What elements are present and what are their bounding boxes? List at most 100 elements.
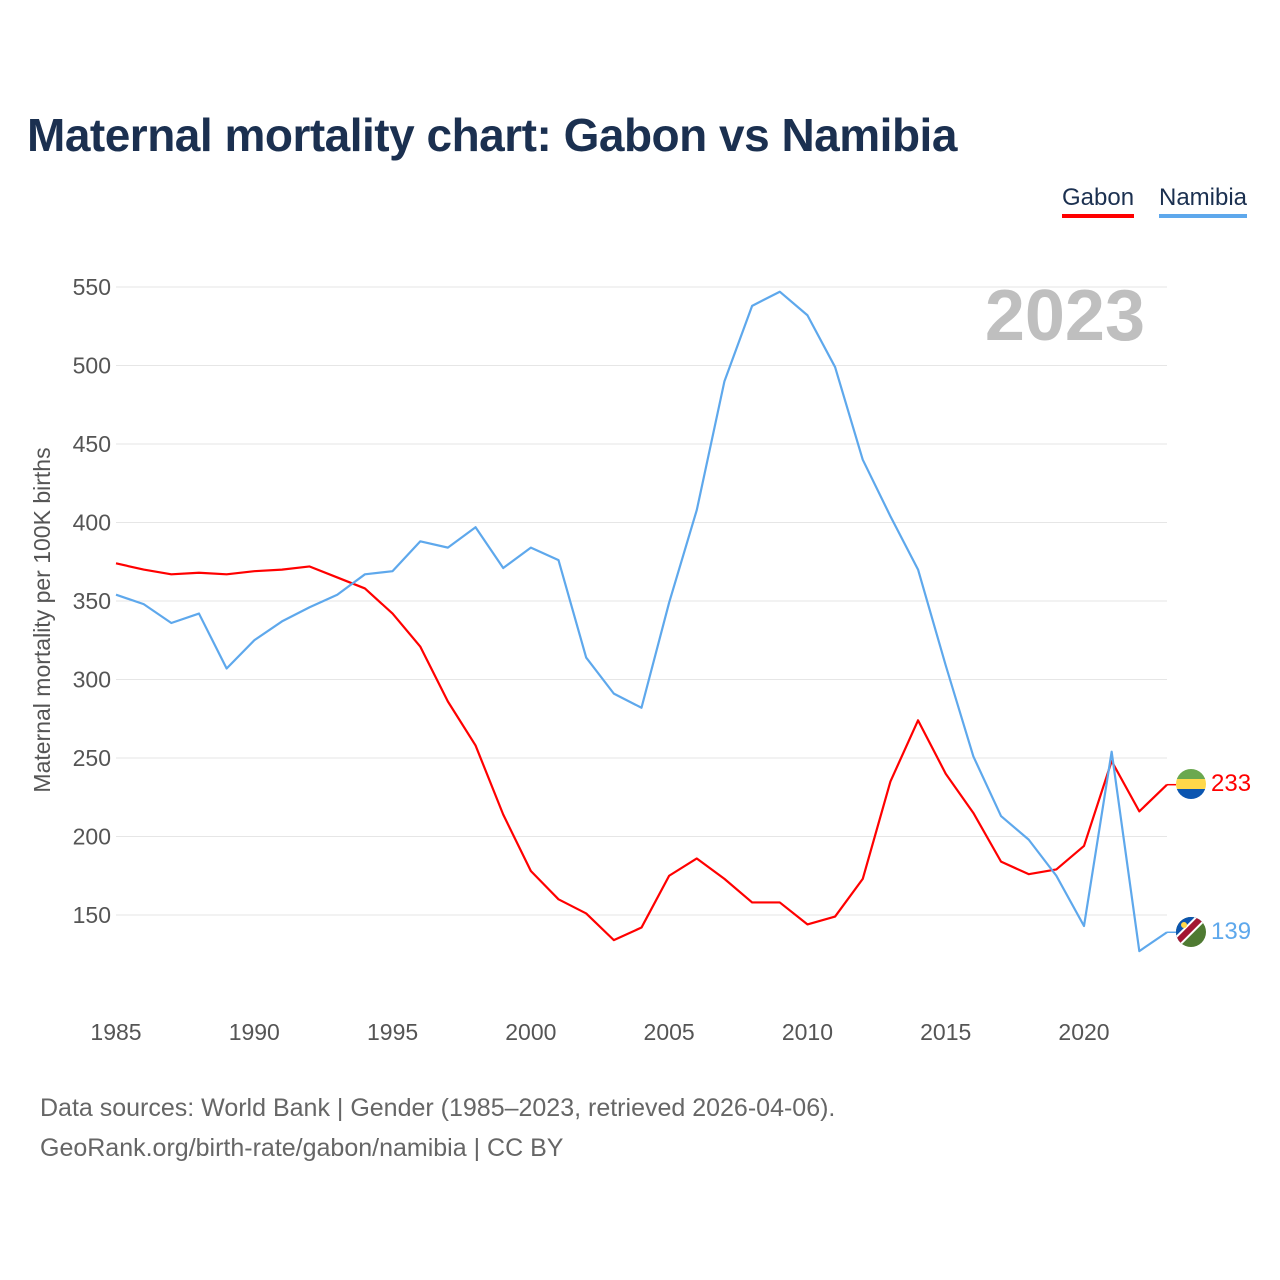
data-point-namibia[interactable] bbox=[998, 813, 1004, 819]
data-point-namibia[interactable] bbox=[196, 611, 202, 617]
data-point-namibia[interactable] bbox=[1053, 873, 1059, 879]
data-point-namibia[interactable] bbox=[141, 601, 147, 607]
data-point-gabon[interactable] bbox=[666, 873, 672, 879]
data-point-gabon[interactable] bbox=[1136, 808, 1142, 814]
data-point-namibia[interactable] bbox=[666, 600, 672, 606]
data-point-gabon[interactable] bbox=[860, 876, 866, 882]
data-point-gabon[interactable] bbox=[445, 698, 451, 704]
data-point-namibia[interactable] bbox=[390, 568, 396, 574]
data-point-namibia[interactable] bbox=[777, 289, 783, 295]
data-point-namibia[interactable] bbox=[362, 571, 368, 577]
data-point-namibia[interactable] bbox=[749, 303, 755, 309]
y-axis-label: Maternal mortality per 100K births bbox=[29, 447, 55, 792]
x-tick-label: 2010 bbox=[782, 1019, 833, 1045]
data-point-namibia[interactable] bbox=[279, 618, 285, 624]
footer: Data sources: World Bank | Gender (1985–… bbox=[40, 1088, 835, 1168]
data-point-gabon[interactable] bbox=[749, 899, 755, 905]
data-point-namibia[interactable] bbox=[694, 507, 700, 513]
data-point-gabon[interactable] bbox=[556, 896, 562, 902]
x-tick-label: 1990 bbox=[229, 1019, 280, 1045]
data-point-namibia[interactable] bbox=[1109, 749, 1115, 755]
gabon-end-value: 233 bbox=[1211, 770, 1251, 797]
data-point-gabon[interactable] bbox=[694, 855, 700, 861]
data-point-namibia[interactable] bbox=[611, 691, 617, 697]
y-tick-label: 200 bbox=[73, 824, 111, 850]
data-point-namibia[interactable] bbox=[251, 637, 257, 643]
data-point-namibia[interactable] bbox=[943, 662, 949, 668]
data-point-gabon[interactable] bbox=[1164, 782, 1170, 788]
data-point-gabon[interactable] bbox=[528, 868, 534, 874]
data-point-namibia[interactable] bbox=[832, 364, 838, 370]
data-point-namibia[interactable] bbox=[638, 705, 644, 711]
data-point-gabon[interactable] bbox=[970, 810, 976, 816]
series-line-namibia[interactable] bbox=[115, 290, 1168, 953]
data-point-namibia[interactable] bbox=[915, 567, 921, 573]
data-point-namibia[interactable] bbox=[168, 620, 174, 626]
data-point-namibia[interactable] bbox=[887, 513, 893, 519]
x-tick-label: 2020 bbox=[1058, 1019, 1109, 1045]
legend-gabon[interactable]: Gabon bbox=[1062, 184, 1135, 218]
data-point-namibia[interactable] bbox=[556, 557, 562, 563]
y-tick-label: 250 bbox=[73, 745, 111, 771]
data-point-gabon[interactable] bbox=[113, 560, 119, 566]
data-point-gabon[interactable] bbox=[196, 570, 202, 576]
data-point-namibia[interactable] bbox=[1026, 837, 1032, 843]
data-point-namibia[interactable] bbox=[500, 565, 506, 571]
series-line-gabon[interactable] bbox=[115, 562, 1168, 942]
data-point-namibia[interactable] bbox=[113, 592, 119, 598]
data-point-gabon[interactable] bbox=[1026, 871, 1032, 877]
data-point-gabon[interactable] bbox=[307, 563, 313, 569]
data-point-namibia[interactable] bbox=[721, 378, 727, 384]
source-note: Data sources: World Bank | Gender (1985–… bbox=[40, 1094, 836, 1122]
data-point-namibia[interactable] bbox=[804, 312, 810, 318]
data-point-gabon[interactable] bbox=[915, 717, 921, 723]
data-point-gabon[interactable] bbox=[334, 574, 340, 580]
x-tick-label: 2000 bbox=[505, 1019, 556, 1045]
data-point-gabon[interactable] bbox=[500, 812, 506, 818]
data-point-namibia[interactable] bbox=[860, 457, 866, 463]
data-point-gabon[interactable] bbox=[721, 876, 727, 882]
data-point-namibia[interactable] bbox=[224, 666, 230, 672]
data-point-gabon[interactable] bbox=[638, 925, 644, 931]
legend-namibia[interactable]: Namibia bbox=[1159, 184, 1248, 218]
chart-title: Maternal mortality chart: Gabon vs Namib… bbox=[27, 109, 957, 161]
data-point-namibia[interactable] bbox=[1136, 948, 1142, 954]
year-watermark: 2023 bbox=[985, 276, 1145, 356]
data-point-gabon[interactable] bbox=[804, 921, 810, 927]
data-point-namibia[interactable] bbox=[583, 655, 589, 661]
data-point-namibia[interactable] bbox=[445, 545, 451, 551]
data-point-gabon[interactable] bbox=[832, 914, 838, 920]
data-point-gabon[interactable] bbox=[583, 910, 589, 916]
y-tick-label: 300 bbox=[73, 667, 111, 693]
y-tick-label: 350 bbox=[73, 588, 111, 614]
x-tick-label: 1995 bbox=[367, 1019, 418, 1045]
data-point-namibia[interactable] bbox=[334, 592, 340, 598]
data-point-gabon[interactable] bbox=[611, 937, 617, 943]
data-point-gabon[interactable] bbox=[390, 611, 396, 617]
data-point-gabon[interactable] bbox=[224, 571, 230, 577]
data-point-gabon[interactable] bbox=[887, 779, 893, 785]
data-point-namibia[interactable] bbox=[473, 524, 479, 530]
data-point-gabon[interactable] bbox=[998, 859, 1004, 865]
namibia-flag-icon bbox=[1176, 917, 1206, 947]
data-point-namibia[interactable] bbox=[1081, 923, 1087, 929]
data-point-gabon[interactable] bbox=[417, 644, 423, 650]
data-point-namibia[interactable] bbox=[1164, 929, 1170, 935]
data-point-namibia[interactable] bbox=[307, 604, 313, 610]
data-point-namibia[interactable] bbox=[528, 545, 534, 551]
data-point-gabon[interactable] bbox=[279, 567, 285, 573]
data-point-gabon[interactable] bbox=[168, 571, 174, 577]
attribution-link[interactable]: GeoRank.org/birth-rate/gabon/namibia | C… bbox=[40, 1134, 564, 1162]
data-point-gabon[interactable] bbox=[362, 585, 368, 591]
data-point-namibia[interactable] bbox=[970, 753, 976, 759]
data-point-namibia[interactable] bbox=[417, 538, 423, 544]
data-point-gabon[interactable] bbox=[777, 899, 783, 905]
data-point-gabon[interactable] bbox=[251, 568, 257, 574]
namibia-end-value: 139 bbox=[1211, 918, 1251, 945]
data-point-gabon[interactable] bbox=[473, 742, 479, 748]
data-point-gabon[interactable] bbox=[943, 771, 949, 777]
x-tick-label: 1985 bbox=[90, 1019, 141, 1045]
data-point-gabon[interactable] bbox=[141, 567, 147, 573]
data-point-gabon[interactable] bbox=[1081, 843, 1087, 849]
